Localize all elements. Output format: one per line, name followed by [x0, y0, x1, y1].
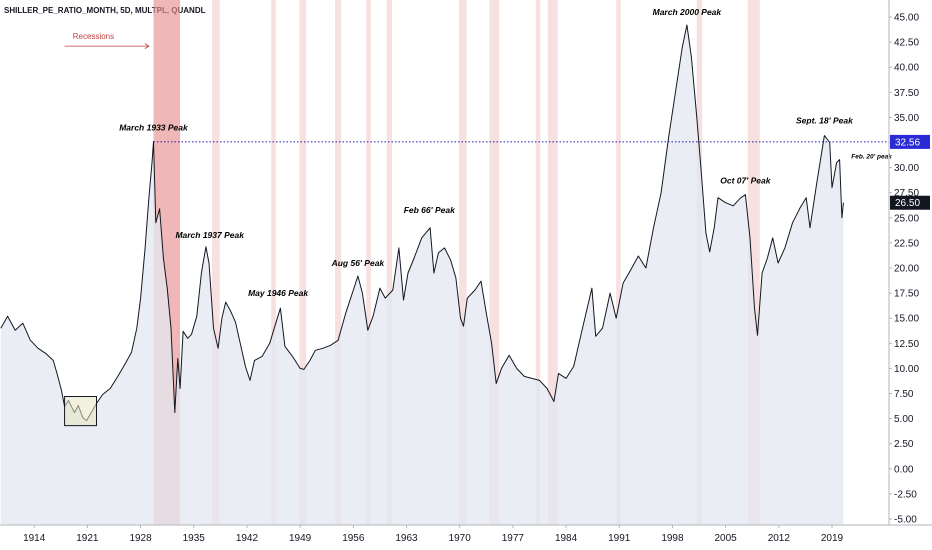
- last-value-badge-label: 26.50: [895, 198, 920, 209]
- peak-annotation: March 1933 Peak: [119, 122, 189, 132]
- x-tick-label: 1928: [129, 533, 152, 544]
- x-tick-label: 1949: [289, 533, 312, 544]
- y-tick-label: 17.50: [894, 289, 919, 300]
- y-tick-label: 45.00: [894, 13, 919, 24]
- y-tick-label: 20.00: [894, 264, 919, 275]
- y-tick-label: 2.50: [894, 439, 914, 450]
- recessions-label: Recessions: [73, 32, 114, 41]
- x-tick-label: 1963: [395, 533, 418, 544]
- y-tick-label: -5.00: [894, 515, 917, 526]
- recession-band: [211, 0, 220, 525]
- x-tick-label: 1998: [661, 533, 684, 544]
- symbol-label: SHILLER_PE_RATIO_MONTH, 5D, MULTPL, QUAN…: [4, 6, 206, 15]
- y-tick-label: 37.50: [894, 88, 919, 99]
- y-tick-label: 22.50: [894, 238, 919, 249]
- recession-band: [366, 0, 371, 525]
- recession-band: [271, 0, 276, 525]
- peak-annotation: March 1937 Peak: [175, 230, 245, 240]
- reference-badge-label: 32.56: [895, 137, 920, 148]
- y-tick-label: 12.50: [894, 339, 919, 350]
- recession-band: [335, 0, 342, 525]
- recession-band: [489, 0, 500, 525]
- annotations: March 1933 Peak March 1937 Peak May 1946 P…: [64, 7, 892, 298]
- y-tick-label: 40.00: [894, 63, 919, 74]
- y-tick-label: 7.50: [894, 389, 914, 400]
- y-tick-label: 30.00: [894, 163, 919, 174]
- recession-band: [299, 0, 307, 525]
- peak-annotation: Feb 66' Peak: [404, 205, 456, 215]
- x-tick-label: 1970: [449, 533, 472, 544]
- peak-annotation-small: Feb. 20' peak: [851, 154, 892, 161]
- x-tick-label: 1984: [555, 533, 578, 544]
- x-tick-label: 1942: [236, 533, 259, 544]
- x-tick-label: 1914: [23, 533, 46, 544]
- recession-band: [547, 0, 558, 525]
- y-tick-label: 42.50: [894, 38, 919, 49]
- y-tick-label: 10.00: [894, 364, 919, 375]
- x-tick-label: 2019: [821, 533, 844, 544]
- recession-band: [535, 0, 541, 525]
- peak-annotation: March 2000 Peak: [653, 7, 723, 17]
- x-tick-label: 1921: [76, 533, 99, 544]
- price-line-layer: [0, 24, 844, 427]
- peak-annotation: Aug 56' Peak: [331, 258, 386, 268]
- area-fill: [0, 25, 844, 525]
- y-tick-label: 27.50: [894, 188, 919, 199]
- recession-band: [386, 0, 393, 525]
- x-tick-label: 1977: [502, 533, 525, 544]
- peak-annotation: Sept. 18' Peak: [796, 115, 854, 125]
- x-tick-label: 1935: [183, 533, 206, 544]
- highlight-box: [64, 396, 97, 427]
- price-badges: 32.56 26.50: [890, 134, 930, 210]
- peak-annotation: May 1946 Peak: [248, 288, 309, 298]
- x-tick-label: 1956: [342, 533, 365, 544]
- y-tick-label: 0.00: [894, 464, 914, 475]
- peak-annotation: Oct 07' Peak: [720, 176, 771, 186]
- y-tick-label: 5.00: [894, 414, 914, 425]
- y-tick-label: -2.50: [894, 489, 917, 500]
- area-fill-layer: [0, 25, 844, 525]
- y-tick-label: 35.00: [894, 113, 919, 124]
- y-tick-label: 15.00: [894, 314, 919, 325]
- reference-badge: [890, 134, 930, 149]
- x-tick-label: 2012: [768, 533, 791, 544]
- recessions-arrow-head: [144, 43, 150, 49]
- x-tick-label: 1991: [608, 533, 631, 544]
- recession-band: [616, 0, 621, 525]
- y-tick-label: 25.00: [894, 213, 919, 224]
- recession-band: [458, 0, 467, 525]
- x-tick-label: 2005: [715, 533, 738, 544]
- last-value-badge: [890, 195, 930, 210]
- shiller-pe-line: [0, 24, 844, 422]
